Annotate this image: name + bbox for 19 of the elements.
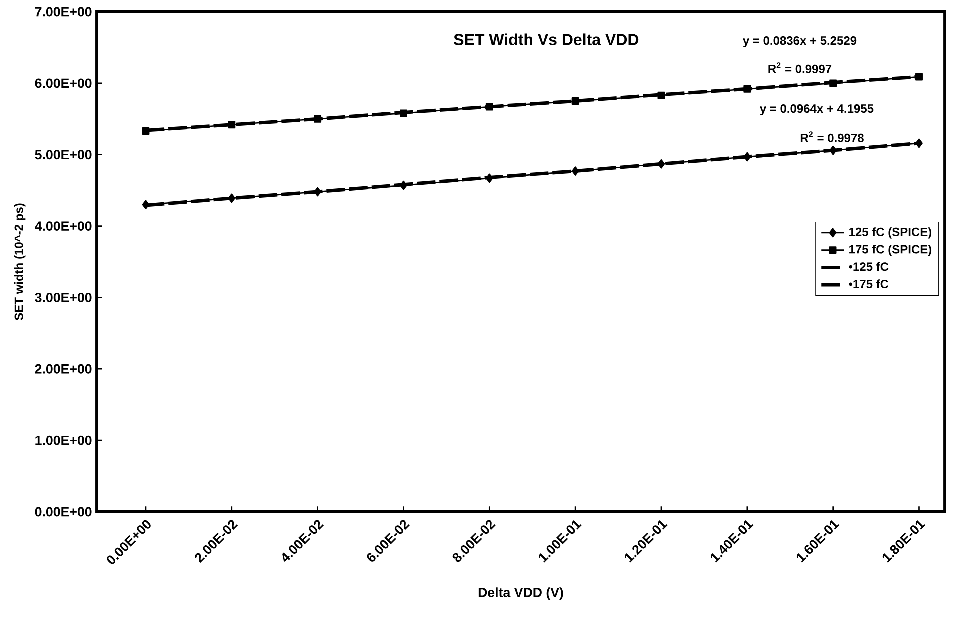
y-axis-title: SET width (10^-2 ps) — [14, 204, 26, 320]
legend-label: 175 fC (SPICE) — [850, 244, 932, 256]
annotation: R$^{2}$ = 0.9978 — [800, 132, 864, 142]
y-tick-label: 0.00E+00 — [35, 507, 92, 517]
legend-label: •125 fC — [849, 262, 889, 272]
y-tick-label: 2.00E+00 — [35, 364, 92, 374]
legend-label: •175 fC — [849, 280, 889, 289]
x-axis-title: Delta VDD (V) — [478, 588, 564, 600]
y-tick-label: 3.00E+00 — [35, 292, 92, 302]
annotation: y = 0.0836x + 5.2529 — [743, 36, 857, 48]
y-tick-label: 7.00E+00 — [35, 7, 92, 17]
y-tick-label: 4.00E+00 — [35, 222, 92, 231]
text: SET Width Vs Delta VDD — [454, 34, 639, 46]
annotation: y = 0.0964x + 4.1955 — [760, 104, 874, 116]
legend-label: 125 fC (SPICE) — [850, 228, 932, 239]
annotation: R$^{2}$ = 0.9997 — [768, 62, 832, 74]
y-tick-label: 6.00E+00 — [35, 78, 92, 88]
y-tick-label: 1.00E+00 — [36, 436, 92, 446]
y-tick-label: 5.00E+00 — [35, 150, 92, 160]
